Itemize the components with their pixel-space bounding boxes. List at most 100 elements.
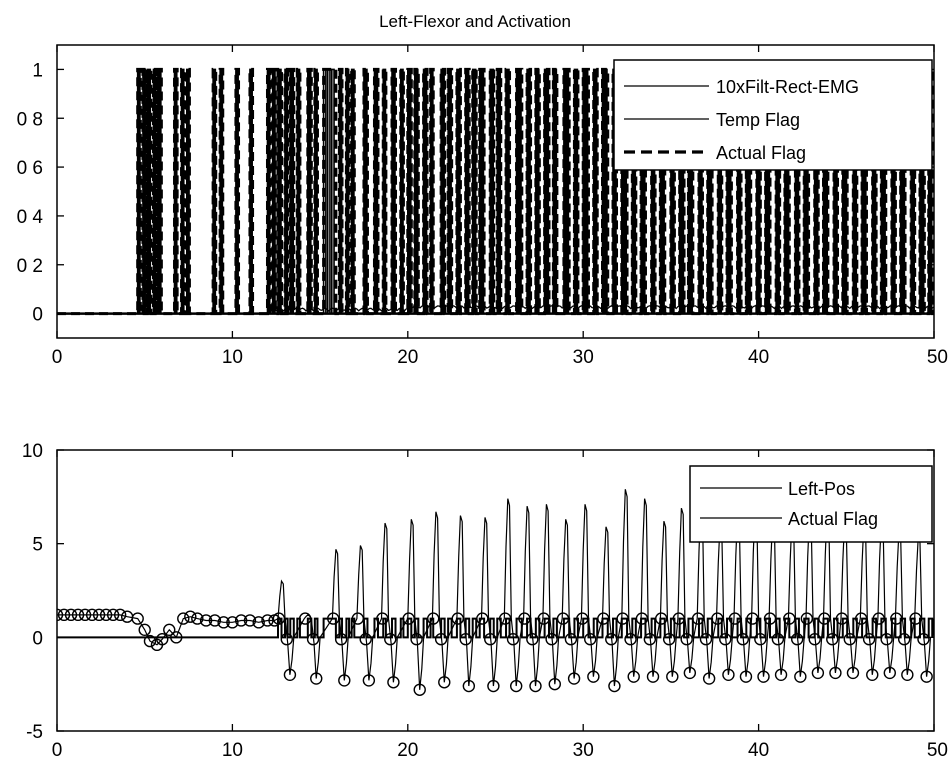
- position-marker: [177, 612, 190, 625]
- position-marker: [143, 634, 157, 648]
- position-marker: [351, 612, 365, 625]
- y-tick-label: 0: [32, 628, 43, 649]
- position-marker: [711, 612, 724, 625]
- x-tick-label: 50: [927, 740, 948, 761]
- position-marker: [680, 633, 693, 646]
- position-marker: [576, 612, 589, 625]
- position-marker: [672, 612, 685, 625]
- position-marker: [556, 612, 570, 625]
- x-tick-label: 30: [573, 347, 594, 368]
- position-marker: [327, 612, 340, 625]
- position-marker: [92, 608, 106, 622]
- position-marker: [57, 608, 64, 622]
- legend-box: [613, 59, 933, 171]
- position-marker: [170, 631, 183, 644]
- position-marker: [843, 633, 857, 646]
- position-marker: [226, 616, 239, 629]
- position-marker: [616, 612, 629, 625]
- position-marker: [548, 677, 561, 691]
- x-tick-label: 20: [397, 347, 418, 368]
- position-marker: [646, 670, 660, 683]
- position-marker: [283, 668, 297, 681]
- position-marker: [783, 612, 796, 625]
- position-marker: [57, 608, 71, 622]
- position-marker: [643, 633, 657, 646]
- position-marker: [808, 633, 821, 646]
- position-marker: [728, 612, 742, 625]
- position-marker: [662, 633, 676, 646]
- position-marker: [362, 674, 376, 687]
- legend-box: [689, 465, 933, 543]
- position-marker: [880, 633, 893, 646]
- position-marker: [498, 612, 512, 625]
- position-marker: [909, 612, 922, 625]
- position-marker: [298, 612, 312, 625]
- legend-label: 10xFilt-Rect-EMG: [716, 77, 859, 97]
- position-marker: [113, 608, 127, 622]
- position-marker: [310, 672, 323, 685]
- position-marker: [509, 679, 523, 693]
- position-marker: [901, 668, 914, 681]
- position-marker: [156, 633, 169, 646]
- position-marker: [597, 612, 610, 625]
- position-marker: [243, 614, 257, 627]
- position-marker: [774, 668, 788, 681]
- position-marker: [890, 612, 903, 625]
- legend-label: Left-Pos: [788, 479, 855, 499]
- x-tick-label: 40: [748, 740, 769, 761]
- x-tick-label: 40: [748, 347, 769, 368]
- position-marker: [635, 612, 649, 625]
- position-marker: [384, 633, 397, 646]
- position-marker: [846, 666, 860, 680]
- position-marker: [487, 679, 500, 693]
- position-marker: [754, 633, 767, 646]
- position-marker: [64, 608, 78, 622]
- position-marker: [855, 612, 868, 625]
- position-marker: [872, 612, 885, 625]
- position-marker: [427, 612, 440, 625]
- position-marker: [410, 633, 423, 646]
- position-marker: [526, 633, 539, 646]
- position-marker: [587, 670, 600, 683]
- series-actual-flag-bottom: [57, 617, 934, 639]
- position-marker: [771, 633, 785, 646]
- position-marker: [897, 633, 911, 646]
- x-tick-label: 30: [573, 740, 594, 761]
- position-marker: [106, 608, 120, 622]
- chart-title: Left-Flexor and Activation: [379, 12, 571, 31]
- position-marker: [71, 608, 85, 622]
- position-marker: [334, 633, 348, 646]
- y-tick-label: 5: [32, 535, 43, 556]
- y-tick-label: 0 6: [17, 158, 43, 179]
- position-marker: [666, 670, 679, 683]
- position-marker: [252, 616, 265, 629]
- position-marker: [818, 612, 831, 625]
- position-marker: [605, 633, 618, 646]
- y-tick-label: 0 4: [17, 207, 44, 228]
- position-marker: [163, 623, 176, 637]
- position-marker: [484, 633, 497, 646]
- y-tick-label: 0 8: [17, 109, 43, 130]
- position-marker: [462, 679, 476, 693]
- position-marker: [736, 633, 750, 646]
- top-plot-marks: [57, 67, 934, 316]
- position-marker: [739, 670, 753, 683]
- position-marker: [655, 612, 668, 625]
- position-marker: [99, 608, 113, 622]
- position-marker: [627, 670, 640, 683]
- position-marker: [545, 633, 558, 646]
- position-marker: [862, 633, 876, 646]
- position-marker: [624, 633, 637, 646]
- position-marker: [413, 683, 426, 696]
- y-tick-label: 10: [22, 441, 43, 462]
- position-marker: [451, 612, 464, 625]
- x-tick-label: 10: [222, 740, 243, 761]
- position-marker: [699, 633, 713, 646]
- position-marker: [234, 614, 248, 627]
- position-marker: [131, 612, 144, 625]
- position-marker: [691, 612, 705, 625]
- position-marker: [920, 670, 933, 683]
- position-marker: [811, 666, 825, 680]
